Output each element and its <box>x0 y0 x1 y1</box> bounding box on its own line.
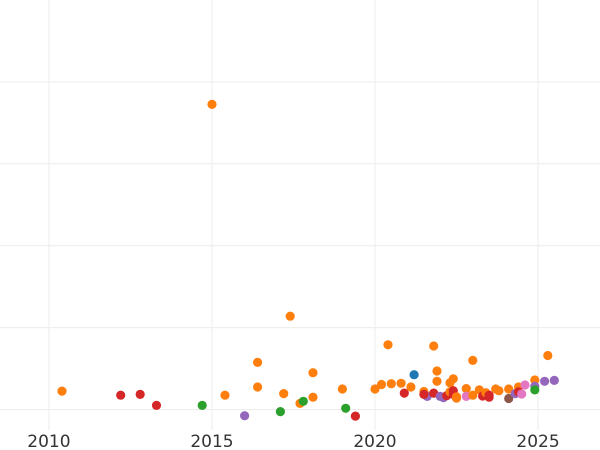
x-tick-label: 2010 <box>27 432 70 450</box>
data-point <box>409 370 419 380</box>
data-point <box>376 379 387 390</box>
data-point <box>341 403 351 413</box>
data-point <box>57 386 67 396</box>
data-point <box>240 411 250 421</box>
data-point <box>540 376 550 386</box>
data-point <box>279 389 289 399</box>
data-point <box>197 400 207 410</box>
data-point <box>530 385 540 395</box>
data-point <box>285 311 295 321</box>
data-point <box>308 392 318 402</box>
data-point <box>448 374 458 384</box>
x-tick-label: 2015 <box>190 432 233 450</box>
data-point <box>396 378 406 388</box>
data-point <box>135 389 145 399</box>
data-point <box>308 368 318 378</box>
data-point <box>484 392 494 402</box>
data-point <box>419 389 429 399</box>
data-point <box>253 357 263 367</box>
data-point <box>549 375 559 385</box>
data-point <box>220 390 230 400</box>
data-point <box>253 382 263 392</box>
data-point <box>406 382 416 392</box>
data-point <box>468 390 478 400</box>
data-point <box>504 384 514 394</box>
data-point <box>451 393 462 403</box>
x-axis-tick-labels: 2010 2015 2020 2025 <box>27 432 559 450</box>
x-tick-label: 2025 <box>516 432 559 450</box>
data-point <box>337 384 347 394</box>
data-point <box>151 400 162 410</box>
data-point <box>386 379 396 389</box>
data-point <box>517 389 527 399</box>
data-point <box>399 388 409 398</box>
data-point <box>383 340 393 350</box>
data-point <box>494 386 504 396</box>
data-point <box>116 390 126 400</box>
data-point <box>468 355 478 365</box>
x-tick-label: 2020 <box>353 432 396 450</box>
data-point <box>275 407 285 417</box>
data-point <box>429 341 439 351</box>
data-point <box>543 350 553 361</box>
data-point <box>298 396 308 406</box>
data-point <box>504 393 514 404</box>
data-points <box>57 99 559 421</box>
data-point <box>207 99 217 109</box>
grid-layer <box>0 0 600 430</box>
data-point <box>520 380 530 390</box>
data-point <box>370 384 380 394</box>
data-point <box>432 376 442 386</box>
data-point <box>350 411 360 421</box>
data-point <box>432 366 442 376</box>
data-point <box>461 384 471 394</box>
